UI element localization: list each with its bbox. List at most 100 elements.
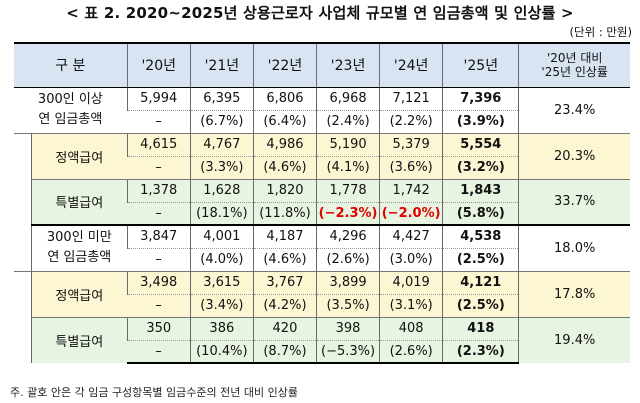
compare-cell: 23.4% (518, 87, 630, 133)
compare-cell: 19.4% (518, 316, 630, 363)
value-cell: 398 (315, 316, 380, 340)
header-compare-line1: '20년 대비 (546, 51, 603, 66)
sub-label: 정액급여 (30, 132, 128, 179)
compare-cell: 17.8% (518, 270, 630, 317)
value-cell: 3,899 (315, 270, 380, 294)
table-row: 특별급여 1,378 1,628 1,820 1,778 1,742 1,843… (14, 178, 630, 225)
value-cell: 7,396 (442, 87, 519, 110)
header-year: '21년 (189, 42, 254, 88)
sub-label: 특별급여 (31, 316, 128, 363)
rate-cell: – (127, 293, 191, 317)
value-cell: 1,778 (315, 178, 380, 202)
header-compare-line2: '25년 인상률 (541, 65, 608, 80)
rate-cell: (3.4%) (189, 293, 254, 317)
value-cell: 386 (189, 316, 254, 340)
rate-cell: (8.7%) (252, 339, 317, 364)
value-cell: 3,847 (126, 224, 191, 248)
value-cell: 6,395 (189, 87, 254, 110)
table-row: 정액급여 4,615 4,767 4,986 5,190 5,379 5,554… (14, 132, 630, 271)
footnote: 주. 괄호 안은 각 임금 구성항목별 임금수준의 전년 대비 인상률 (10, 386, 298, 399)
value-cell: 4,615 (126, 132, 191, 156)
rate-cell: (2.4%) (315, 109, 380, 133)
value-cell: 350 (126, 316, 191, 340)
value-cell: 4,296 (315, 224, 380, 248)
sub-label: 특별급여 (31, 178, 128, 225)
rate-cell: (2.6%) (315, 247, 380, 271)
rate-cell-negative: (−2.3%) (315, 201, 380, 225)
rate-cell: (2.5%) (442, 247, 519, 271)
rate-cell: (4.6%) (252, 155, 317, 179)
table-row: – (6.7%) (6.4%) (2.4%) (2.2%) (3.9%) (14, 109, 630, 133)
wage-table: 구 분 '20년 '21년 '22년 '23년 '24년 '25년 '20년 대… (14, 42, 630, 364)
rate-cell: (5.8%) (442, 201, 519, 225)
rate-cell: (2.2%) (379, 109, 443, 133)
header-year: '20년 (126, 42, 191, 88)
rate-cell: (3.3%) (189, 155, 254, 179)
value-cell: 420 (252, 316, 317, 340)
compare-cell: 33.7% (518, 178, 630, 225)
rate-cell: (4.2%) (252, 293, 317, 317)
rate-cell: – (127, 155, 191, 179)
table-row: 300인 미만 연 임금총액 3,847 4,001 4,187 4,296 4… (14, 224, 630, 271)
rate-cell: (6.7%) (189, 109, 254, 133)
indent-spacer (14, 132, 32, 271)
value-cell: 6,968 (315, 87, 380, 110)
rate-cell: (−5.3%) (315, 339, 380, 364)
table-title: < 표 2. 2020~2025년 상용근로자 사업체 규모별 연 임금총액 및… (66, 4, 574, 22)
group-label-line1: 300인 이상 (37, 92, 103, 107)
group-label: 300인 미만 연 임금총액 (31, 224, 128, 271)
group-label: 300인 이상 연 임금총액 (14, 87, 127, 133)
rate-cell: – (127, 339, 191, 364)
value-cell: 1,628 (189, 178, 254, 202)
value-cell: 3,767 (252, 270, 317, 294)
rate-cell: – (127, 247, 191, 271)
value-cell: 4,427 (379, 224, 443, 248)
table-row: 특별급여 350 386 420 398 408 418 19.4% (14, 316, 630, 363)
rate-cell: (3.6%) (379, 155, 443, 179)
value-cell: 4,001 (189, 224, 254, 248)
group-label-line2: 연 임금총액 (38, 112, 103, 127)
sub-label: 정액급여 (30, 270, 128, 317)
table-row: – (3.3%) (4.6%) (4.1%) (3.6%) (3.2%) (14, 155, 630, 179)
rate-cell: – (127, 109, 191, 133)
value-cell: 4,121 (442, 270, 519, 294)
header-compare: '20년 대비 '25년 인상률 (518, 42, 630, 88)
rate-cell-negative: (−2.0%) (379, 201, 443, 225)
value-cell: 4,986 (252, 132, 317, 156)
value-cell: 4,187 (252, 224, 317, 248)
rate-cell: (3.0%) (379, 247, 443, 271)
value-cell: 6,806 (252, 87, 317, 110)
group-label-line2: 연 임금총액 (47, 250, 112, 266)
value-cell: 1,742 (379, 178, 443, 202)
indent-spacer (14, 270, 32, 363)
value-cell: 1,843 (442, 178, 519, 202)
value-cell: 408 (379, 316, 443, 340)
group-label-line1: 300인 미만 (46, 230, 112, 246)
value-cell: 418 (442, 316, 519, 340)
value-cell: 1,820 (252, 178, 317, 202)
value-cell: 1,378 (126, 178, 191, 202)
header-year: '23년 (315, 42, 380, 88)
rate-cell: (18.1%) (189, 201, 254, 225)
table-row: 300인 이상 연 임금총액 5,994 6,395 6,806 6,968 7… (14, 87, 630, 133)
header-year: '24년 (379, 42, 443, 88)
value-cell: 4,019 (379, 270, 443, 294)
table-row: – (3.4%) (4.2%) (3.5%) (3.1%) (2.5%) (14, 293, 630, 317)
compare-cell: 18.0% (518, 224, 630, 271)
rate-cell: (2.5%) (442, 293, 519, 317)
header-year: '25년 (442, 42, 519, 88)
value-cell: 4,538 (442, 224, 519, 248)
table-row: – (10.4%) (8.7%) (−5.3%) (2.6%) (2.3%) (14, 339, 630, 364)
header-year: '22년 (252, 42, 317, 88)
rate-cell: – (127, 201, 191, 225)
value-cell: 7,121 (379, 87, 443, 110)
rate-cell: (3.2%) (442, 155, 519, 179)
value-cell: 5,994 (126, 87, 191, 110)
rate-cell: (3.9%) (442, 109, 519, 133)
value-cell: 3,615 (189, 270, 254, 294)
unit-label: (단위 : 만원) (569, 25, 632, 39)
rate-cell: (11.8%) (252, 201, 317, 225)
value-cell: 4,767 (189, 132, 254, 156)
table-row: – (18.1%) (11.8%) (−2.3%) (−2.0%) (5.8%) (14, 201, 630, 225)
compare-cell: 20.3% (518, 132, 630, 179)
